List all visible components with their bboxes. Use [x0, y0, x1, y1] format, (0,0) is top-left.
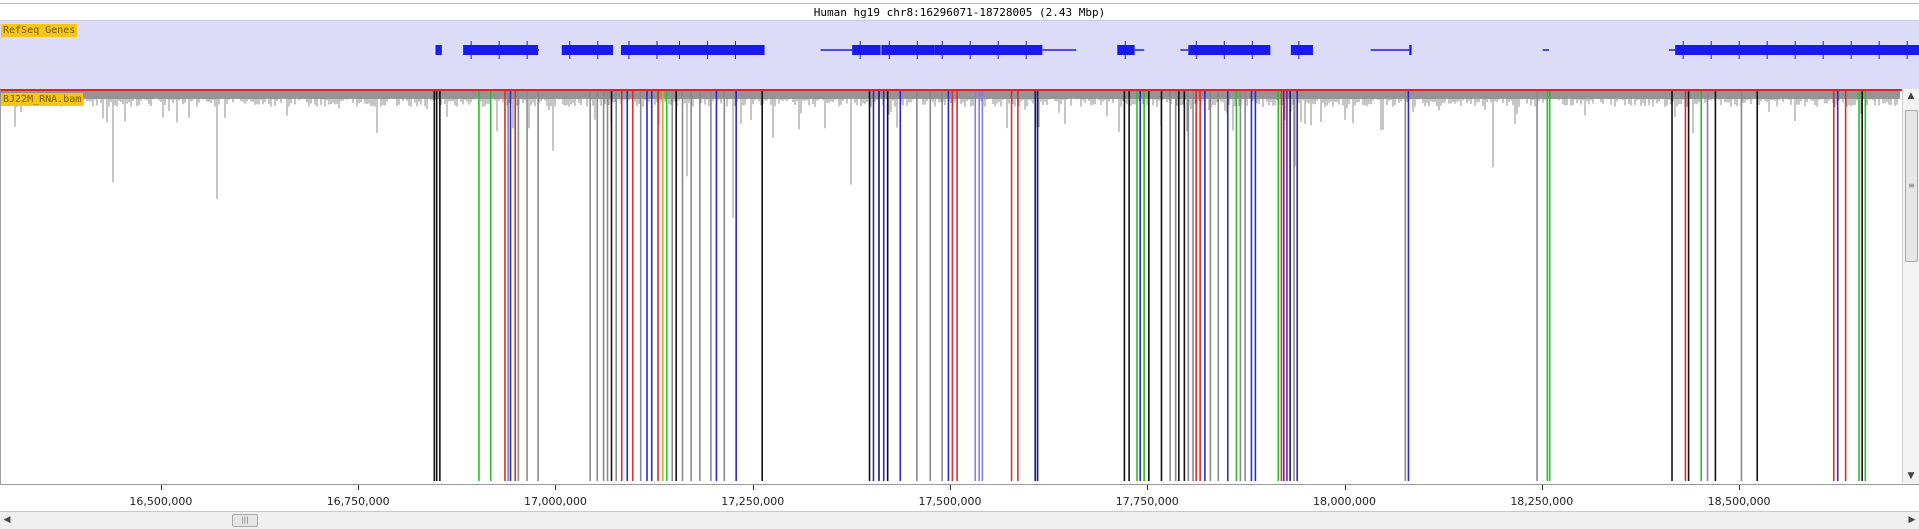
axis-tick-label: 16,500,000 [129, 495, 193, 508]
gene-exon-block-14[interactable] [1188, 45, 1271, 55]
gene-exon-block-4[interactable] [620, 45, 673, 55]
coverage-band [0, 91, 1900, 99]
scroll-left-arrow-icon[interactable]: ◀ [3, 515, 11, 525]
axis-tick [555, 485, 557, 490]
gene-exon-block-5[interactable] [671, 45, 765, 55]
vertical-scroll-thumb[interactable]: ≡ [1905, 110, 1918, 262]
axis-tick [1541, 485, 1543, 490]
gene-exon-block-8[interactable] [881, 45, 935, 55]
scroll-right-arrow-icon[interactable]: ▶ [1908, 515, 1916, 525]
gene-exon-block-3[interactable] [561, 45, 614, 55]
axis-tick [752, 485, 754, 490]
bam-track-label[interactable]: BJ22M_RNA.bam [1, 93, 84, 106]
alignment-coverage-plot[interactable] [0, 91, 1901, 482]
vertical-scrollbar[interactable]: ▲ ≡ ▼ [1902, 89, 1919, 483]
gene-exon-block-11[interactable] [1117, 45, 1135, 55]
axis-tick-label: 18,500,000 [1707, 495, 1771, 508]
horizontal-scroll-thumb[interactable]: ||| [232, 514, 258, 527]
locus-title: Human hg19 chr8:16296071-18728005 (2.43 … [813, 6, 1106, 19]
scroll-up-arrow-icon[interactable]: ▲ [1907, 91, 1915, 101]
axis-tick [1344, 485, 1346, 490]
axis-tick-label: 16,750,000 [326, 495, 390, 508]
gene-exon-block-0[interactable] [435, 45, 442, 55]
gene-exon-block-9[interactable] [934, 45, 1043, 55]
axis-tick [1147, 485, 1149, 490]
bam-alignment-track[interactable] [0, 89, 1902, 486]
axis-tick [160, 485, 162, 490]
axis-tick-label: 17,750,000 [1115, 495, 1179, 508]
axis-tick-label: 18,250,000 [1510, 495, 1574, 508]
gene-features[interactable] [0, 20, 1919, 89]
scroll-down-arrow-icon[interactable]: ▼ [1907, 471, 1915, 481]
refseq-genes-label[interactable]: RefSeq Genes [1, 24, 78, 37]
axis-tick [950, 485, 951, 490]
axis-tick-label: 18,000,000 [1313, 495, 1377, 508]
gene-exon-block-17[interactable] [1409, 45, 1412, 55]
axis-tick [358, 485, 360, 490]
axis-tick [1739, 485, 1741, 490]
gene-exon-block-15[interactable] [1290, 45, 1313, 55]
axis-tick-label: 17,000,000 [523, 495, 587, 508]
horizontal-scrollbar[interactable]: ◀ ||| ▶ [0, 511, 1919, 529]
gene-exon-block-20[interactable] [1675, 45, 1919, 55]
genomic-coordinate-axis: 16,500,000 16,750,000 17,000,000 17,250,000… [0, 484, 1919, 515]
top-border [0, 3, 1919, 4]
gene-exon-block-1[interactable] [463, 45, 539, 55]
axis-tick-label: 17,250,000 [721, 495, 785, 508]
gene-exon-block-7[interactable] [852, 45, 881, 55]
axis-tick-label: 17,500,000 [918, 495, 982, 508]
